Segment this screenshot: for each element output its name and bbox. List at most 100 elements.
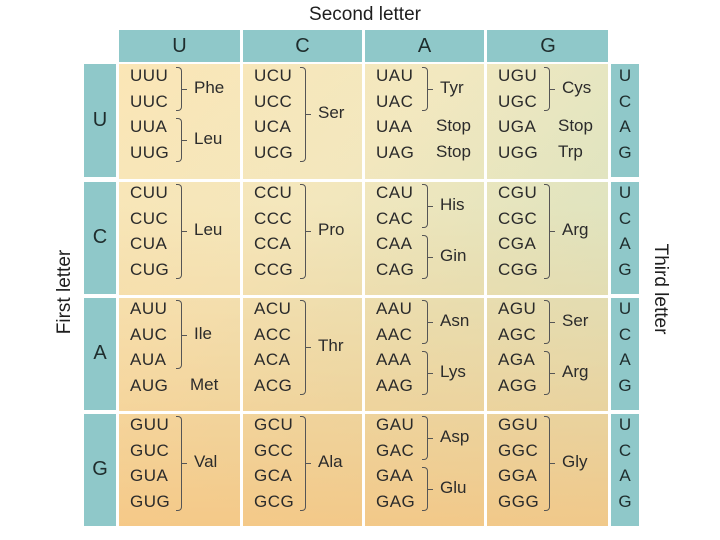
codon: UGU	[498, 66, 538, 85]
codon: GCA	[254, 466, 293, 485]
codon: GGC	[498, 440, 539, 460]
codon: AGA	[498, 350, 536, 369]
third-letter-label: C	[618, 208, 632, 228]
codon: UAG	[376, 142, 415, 162]
codon: ACA	[254, 350, 291, 369]
codon: AUU	[130, 299, 168, 318]
codon: GUU	[130, 415, 170, 434]
third-letter-label: G	[618, 142, 632, 162]
codon: AUG	[130, 375, 169, 395]
codon-block: ACU ACC ACA ACG Thr	[242, 297, 363, 410]
group-brace	[422, 184, 433, 228]
codon: CGA	[498, 234, 537, 253]
amino-acid-label: Ser	[318, 103, 345, 123]
group-brace	[176, 416, 187, 511]
codon: GGU	[498, 415, 539, 434]
codon: UUC	[130, 91, 169, 111]
codon: CCC	[254, 208, 293, 228]
codon-block: GCU GCC GCA GCG Ala	[242, 413, 363, 526]
group-brace	[544, 351, 555, 395]
amino-acid-label: Asn	[440, 310, 470, 330]
codon: UUA	[130, 117, 168, 136]
amino-acid-label: Cys	[562, 77, 592, 97]
codon: AUC	[130, 324, 168, 344]
grid-vertical-line	[608, 30, 611, 526]
third-letter-label: A	[619, 466, 631, 485]
codon: UCU	[254, 66, 293, 85]
codon: CUU	[130, 183, 169, 202]
amino-acid-label: Arg	[562, 361, 589, 381]
codon-block: CAU CAC CAA CAG His Gin	[364, 181, 485, 294]
group-brace	[544, 416, 555, 511]
codon: AAA	[376, 350, 412, 369]
codon: AAC	[376, 324, 413, 344]
group-brace	[422, 467, 433, 511]
codon: CAU	[376, 183, 414, 202]
amino-acid-label: Leu	[194, 128, 223, 148]
group-brace	[300, 184, 311, 279]
group-brace	[300, 416, 311, 511]
codon: GAG	[376, 491, 416, 511]
grid-vertical-line	[240, 30, 243, 526]
codon: ACG	[254, 375, 293, 395]
codon: CGU	[498, 183, 538, 202]
grid-horizontal-line	[84, 295, 640, 298]
codon: AUA	[130, 350, 167, 369]
group-brace	[176, 300, 187, 369]
group-brace	[300, 67, 311, 162]
amino-acid-label: Pro	[318, 220, 345, 240]
codon: ACU	[254, 299, 292, 318]
third-letter-label: G	[618, 491, 632, 511]
codon: CCU	[254, 183, 293, 202]
grid-horizontal-line	[84, 411, 640, 414]
codon-block: UAU UAC UAA UAG Tyr Stop Stop	[364, 64, 485, 177]
amino-acid-label: Asp	[440, 426, 470, 446]
third-letter-label: U	[618, 66, 632, 85]
third-letter-label: A	[619, 117, 631, 136]
codon-block: AUU AUC AUA AUG Ile Met	[118, 297, 241, 410]
third-letter-label: C	[618, 440, 632, 460]
codon: AGC	[498, 324, 537, 344]
codon: GUG	[130, 491, 171, 511]
codon-block: UGU UGC UGA UGG Cys Stop Trp	[486, 64, 610, 177]
codon-block: UCU UCC UCA UCG Ser	[242, 64, 363, 177]
group-brace	[544, 300, 555, 344]
second-letter-header: C	[242, 30, 363, 62]
codon-block: CUU CUC CUA CUG Leu	[118, 181, 241, 294]
group-brace	[422, 351, 433, 395]
codon: GCU	[254, 415, 294, 434]
codon: GCC	[254, 440, 294, 460]
codon: GAC	[376, 440, 415, 460]
codon-block: UUU UUC UUA UUG Phe Leu	[118, 64, 241, 177]
amino-acid-label: Met	[190, 374, 219, 394]
codon: UUU	[130, 66, 169, 85]
second-letter-header: A	[364, 30, 485, 62]
codon-block: GUU GUC GUA GUG Val	[118, 413, 241, 526]
third-letter-label: U	[618, 415, 632, 434]
third-letter-label: U	[618, 183, 632, 202]
codon: AAU	[376, 299, 413, 318]
codon: UCC	[254, 91, 293, 111]
grid-horizontal-line	[84, 179, 640, 182]
group-brace	[176, 118, 187, 162]
group-brace	[422, 235, 433, 279]
codon: CUA	[130, 234, 168, 253]
codon: GUA	[130, 466, 169, 485]
group-brace	[544, 67, 555, 111]
third-letter-label: A	[619, 350, 631, 369]
amino-acid-label: Gin	[440, 245, 467, 265]
codon: CUG	[130, 259, 170, 279]
third-letter-label: G	[618, 375, 632, 395]
codon: GCG	[254, 491, 295, 511]
codon: UGC	[498, 91, 538, 111]
amino-acid-label: Arg	[562, 220, 589, 240]
amino-acid-label: Trp	[558, 141, 583, 161]
codon: UGG	[498, 142, 539, 162]
third-letter-label: C	[618, 324, 632, 344]
third-letter-label: A	[619, 234, 631, 253]
codon: CUC	[130, 208, 169, 228]
amino-acid-label: Glu	[440, 477, 467, 497]
